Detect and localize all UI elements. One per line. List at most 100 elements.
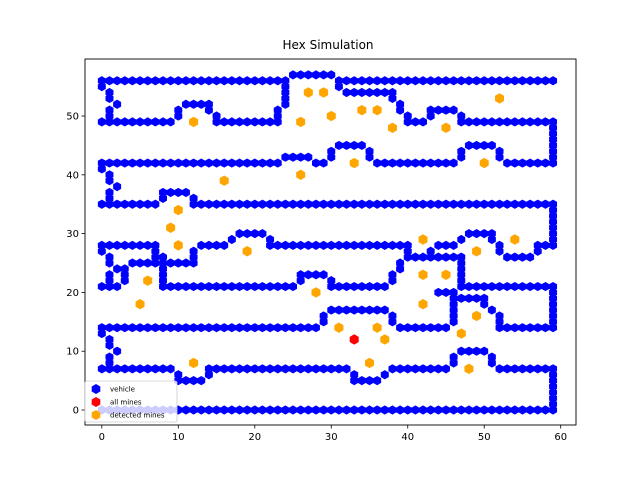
vehicle-point [373, 281, 382, 292]
vehicle-point [105, 187, 114, 198]
vehicle-point [197, 240, 206, 250]
vehicle-point [526, 76, 535, 86]
x-tick-label: 20 [248, 432, 261, 443]
vehicle-point [480, 405, 489, 415]
y-tick-label: 10 [66, 347, 79, 358]
vehicle-point [449, 293, 458, 303]
vehicle-point [526, 281, 535, 292]
vehicle-point [204, 281, 213, 292]
vehicle-point [159, 158, 167, 168]
vehicle-point [304, 405, 313, 415]
vehicle-point [380, 199, 389, 209]
detected-mine-point [441, 122, 451, 133]
vehicle-point [510, 199, 519, 209]
all-mines-point [349, 334, 359, 345]
vehicle-point [220, 199, 229, 209]
vehicle-point [495, 317, 504, 327]
vehicle-point [357, 140, 366, 151]
vehicle-point [143, 258, 152, 268]
vehicle-point [250, 405, 259, 415]
vehicle-point [541, 405, 550, 415]
vehicle-point [289, 152, 298, 162]
vehicle-point [549, 240, 558, 250]
vehicle-point [549, 381, 558, 392]
vehicle-point [442, 405, 450, 415]
vehicle-point [319, 70, 328, 80]
detected-mine-point [135, 298, 145, 310]
vehicle-point [250, 199, 259, 209]
vehicle-point [151, 252, 160, 262]
vehicle-point [334, 281, 343, 292]
vehicle-point [334, 82, 343, 92]
vehicle-point [327, 70, 336, 80]
vehicle-point [518, 117, 527, 127]
vehicle-point [464, 281, 473, 292]
vehicle-point [442, 240, 450, 250]
vehicle-point [457, 117, 466, 127]
vehicle-point [204, 364, 213, 374]
vehicle-point [549, 287, 558, 298]
detected-mine-point [296, 169, 306, 181]
vehicle-point [220, 364, 229, 374]
vehicle-point [197, 199, 206, 209]
vehicle-point [396, 258, 405, 268]
vehicle-point [212, 405, 221, 415]
vehicle-point [419, 117, 428, 127]
vehicle-point [549, 376, 558, 386]
vehicle-point [549, 158, 558, 168]
vehicle-point [487, 199, 496, 209]
vehicle-point [472, 346, 481, 356]
vehicle-point [549, 370, 558, 380]
vehicle-point [289, 405, 298, 415]
vehicle-point [143, 323, 152, 333]
vehicle-point [526, 364, 535, 374]
vehicle-point [396, 105, 405, 115]
vehicle-point [365, 87, 374, 98]
vehicle-point [472, 405, 481, 415]
vehicle-point [549, 311, 558, 321]
vehicle-point [159, 281, 167, 292]
vehicle-point [373, 158, 382, 168]
detected-mine-point [303, 87, 313, 98]
vehicle-point [495, 76, 504, 86]
vehicle-point [243, 117, 252, 127]
vehicle-point [289, 199, 298, 209]
detected-mine-point [464, 363, 474, 375]
vehicle-point [472, 293, 481, 303]
vehicle-point [487, 234, 496, 245]
vehicle-point [204, 99, 213, 109]
vehicle-point [281, 99, 290, 109]
vehicle-point [311, 364, 320, 374]
vehicle-point [411, 76, 420, 86]
vehicle-point [533, 323, 542, 333]
vehicle-point [403, 199, 412, 209]
x-tick-label: 30 [325, 432, 338, 443]
vehicle-point [518, 199, 527, 209]
vehicle-point [411, 364, 420, 374]
vehicle-point [243, 405, 252, 415]
vehicle-point [334, 240, 343, 250]
vehicle-point [212, 76, 221, 86]
vehicle-point [357, 305, 366, 315]
vehicle-point [128, 258, 137, 268]
vehicle-point [105, 117, 114, 127]
vehicle-point [403, 252, 412, 262]
vehicle-point [189, 193, 198, 203]
vehicle-point [319, 317, 328, 327]
vehicle-point [487, 358, 496, 368]
vehicle-point [113, 117, 122, 127]
vehicle-point [311, 323, 320, 333]
vehicle-point [105, 334, 114, 345]
vehicle-point [464, 346, 473, 356]
vehicle-point [250, 229, 259, 239]
vehicle-point [388, 276, 397, 286]
vehicle-point [487, 405, 496, 415]
vehicle-point [212, 111, 221, 121]
vehicle-point [128, 364, 137, 374]
vehicle-point [518, 323, 527, 333]
vehicle-point [411, 405, 420, 415]
vehicle-point [373, 376, 382, 386]
vehicle-point [273, 111, 282, 121]
vehicle-point [526, 117, 535, 127]
vehicle-point [105, 158, 114, 168]
